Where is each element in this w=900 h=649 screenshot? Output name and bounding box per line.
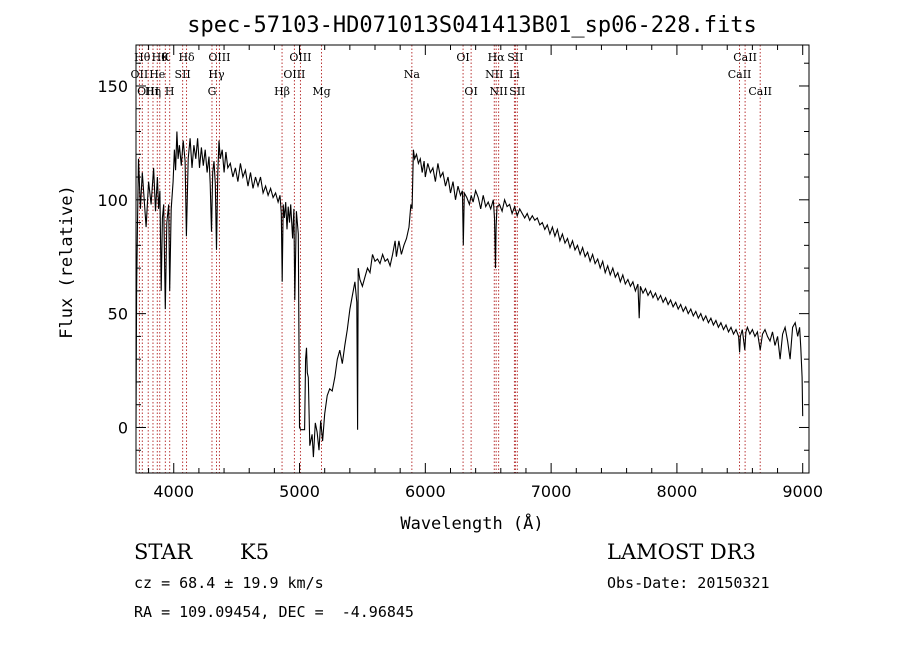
y-axis-label: Flux (relative) bbox=[57, 185, 77, 339]
x-axis-ticks: 4000 5000 6000 7000 8000 9000 bbox=[148, 45, 823, 501]
spectral-line-label: Hα bbox=[488, 51, 506, 64]
spectral-line-label: NII bbox=[490, 85, 508, 98]
spectral-line-label: Mg bbox=[312, 85, 330, 98]
x-tick-label: 7000 bbox=[531, 482, 572, 501]
spectral-line-label: G bbox=[208, 85, 217, 98]
x-tick-label: 5000 bbox=[279, 482, 320, 501]
spectral-line-label: Hγ bbox=[208, 68, 225, 81]
spectral-line-label: Na bbox=[404, 68, 421, 81]
spectral-line-label: SII bbox=[175, 68, 191, 81]
spectral-line-label: OIII bbox=[137, 85, 159, 98]
redshift-cz: cz = 68.4 ± 19.9 km/s bbox=[134, 574, 324, 592]
spectral-line-labels: OIIHθOIIIHηHeHθKHSIIHδGHγOIIIHβOIIIOIIIM… bbox=[131, 51, 772, 98]
coordinates: RA = 109.09454, DEC = -4.96845 bbox=[134, 603, 414, 621]
y-tick-label: 50 bbox=[108, 305, 128, 324]
spectral-line-label: CaII bbox=[748, 85, 772, 98]
y-tick-label: 100 bbox=[97, 191, 128, 210]
spectral-line-markers bbox=[138, 45, 761, 473]
spectral-line-label: K bbox=[161, 51, 170, 64]
spectral-line-label: Li bbox=[509, 68, 520, 81]
object-type: STAR bbox=[134, 540, 193, 564]
spectral-line-label: OIII bbox=[289, 51, 311, 64]
observation-date: Obs-Date: 20150321 bbox=[607, 574, 770, 592]
spectral-line-label: CaII bbox=[733, 51, 757, 64]
spectral-line-label: NII bbox=[485, 68, 503, 81]
object-subclass: K5 bbox=[240, 540, 270, 564]
spectral-line-label: Hβ bbox=[274, 85, 290, 98]
spectral-line-label: OIII bbox=[283, 68, 305, 81]
spectral-line-label: Hη bbox=[145, 85, 161, 98]
x-tick-label: 9000 bbox=[782, 482, 823, 501]
survey-name: LAMOST DR3 bbox=[607, 540, 756, 564]
spectral-line-label: SII bbox=[507, 51, 523, 64]
spectral-line-label: He bbox=[149, 68, 165, 81]
flux-series-line bbox=[135, 131, 804, 458]
y-tick-label: 150 bbox=[97, 77, 128, 96]
spectral-line-label: Hθ bbox=[134, 51, 151, 64]
x-tick-label: 8000 bbox=[657, 482, 698, 501]
plot-frame bbox=[135, 44, 810, 474]
y-tick-label: 0 bbox=[118, 418, 128, 437]
spectral-line-label: CaII bbox=[728, 68, 752, 81]
spectral-line-label: OIII bbox=[208, 51, 230, 64]
spectral-line-label: OI bbox=[464, 85, 477, 98]
spectral-line-label: Hδ bbox=[178, 51, 195, 64]
x-tick-label: 4000 bbox=[153, 482, 194, 501]
spectral-line-label: H bbox=[165, 85, 175, 98]
spectral-line-label: SII bbox=[509, 85, 525, 98]
x-axis-label: Wavelength (Å) bbox=[400, 512, 543, 534]
spectral-line-label: OII bbox=[131, 68, 149, 81]
x-tick-label: 6000 bbox=[405, 482, 446, 501]
y-axis-ticks: 0 50 100 150 bbox=[97, 62, 809, 451]
spectral-line-label: OI bbox=[456, 51, 469, 64]
spectral-line-label: Hθ bbox=[152, 51, 169, 64]
chart-title: spec-57103-HD071013S041413B01_sp06-228.f… bbox=[187, 13, 757, 38]
